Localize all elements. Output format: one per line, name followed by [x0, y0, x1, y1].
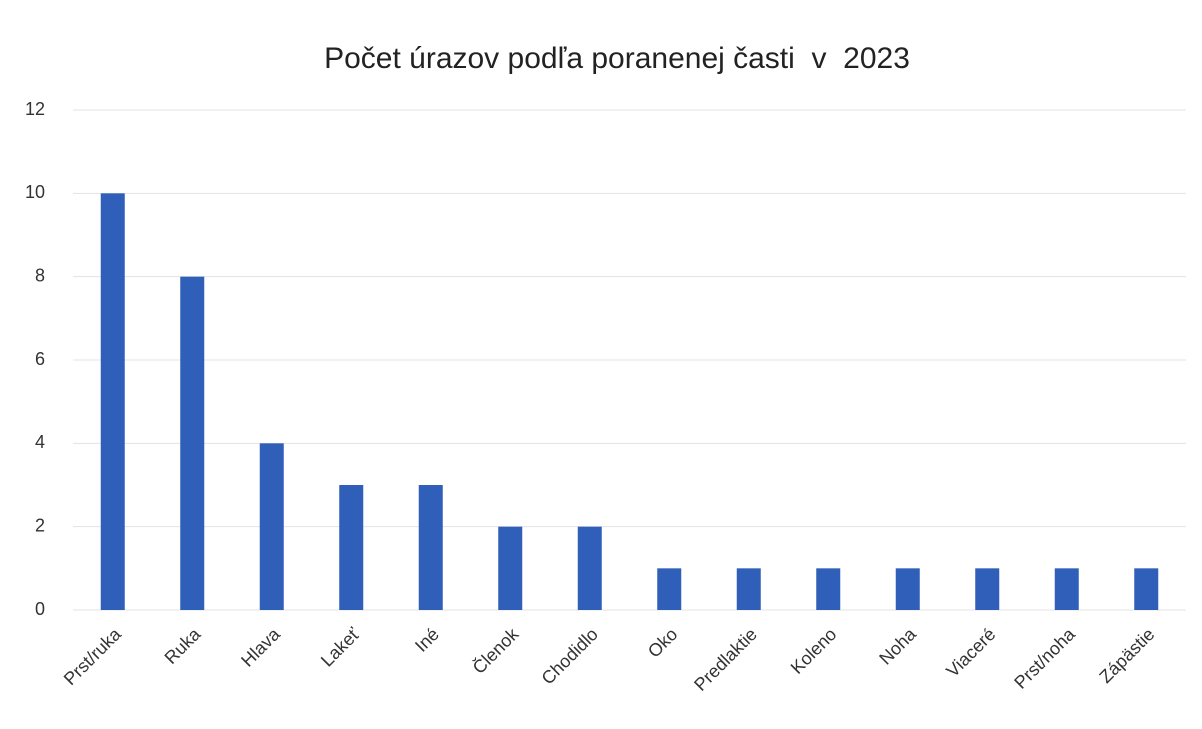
- bar: [100, 193, 125, 611]
- bar: [418, 485, 443, 610]
- bar: [259, 443, 284, 610]
- x-tick-label: Ruka: [161, 623, 206, 668]
- y-tick-label: 10: [25, 182, 45, 202]
- bar: [1134, 568, 1159, 610]
- x-tick-label: Hlava: [237, 623, 284, 670]
- bar: [657, 568, 682, 610]
- x-tick-label: Prst/ruka: [60, 623, 126, 689]
- x-tick-label: Oko: [644, 624, 681, 661]
- bar: [975, 568, 1000, 610]
- bar: [1054, 568, 1079, 610]
- bar: [180, 276, 205, 610]
- bar: [736, 568, 761, 610]
- x-tick-label: Viaceré: [942, 624, 999, 681]
- x-tick-label: Členok: [468, 623, 523, 678]
- x-tick-label: Zápästie: [1095, 624, 1158, 687]
- y-tick-label: 4: [35, 432, 45, 452]
- chart-title: Počet úrazov podľa poranenej časti v 202…: [324, 42, 910, 75]
- y-tick-label: 2: [35, 515, 45, 535]
- y-tick-label: 0: [35, 599, 45, 619]
- bar: [339, 485, 364, 610]
- x-tick-label: Predlaktie: [690, 624, 761, 695]
- bar: [577, 526, 602, 610]
- bar: [816, 568, 841, 610]
- y-tick-label: 12: [25, 99, 45, 119]
- x-tick-label: Prst/noha: [1010, 623, 1079, 692]
- x-tick-label: Koleno: [787, 624, 841, 678]
- x-tick-label: Chodidlo: [538, 624, 602, 688]
- x-tick-label: Noha: [875, 623, 920, 668]
- bar: [498, 526, 523, 610]
- x-tick-label: Lakeť: [317, 624, 364, 671]
- x-tick-label: Iné: [411, 624, 443, 656]
- y-tick-label: 6: [35, 349, 45, 369]
- y-tick-label: 8: [35, 265, 45, 285]
- bar: [895, 568, 920, 610]
